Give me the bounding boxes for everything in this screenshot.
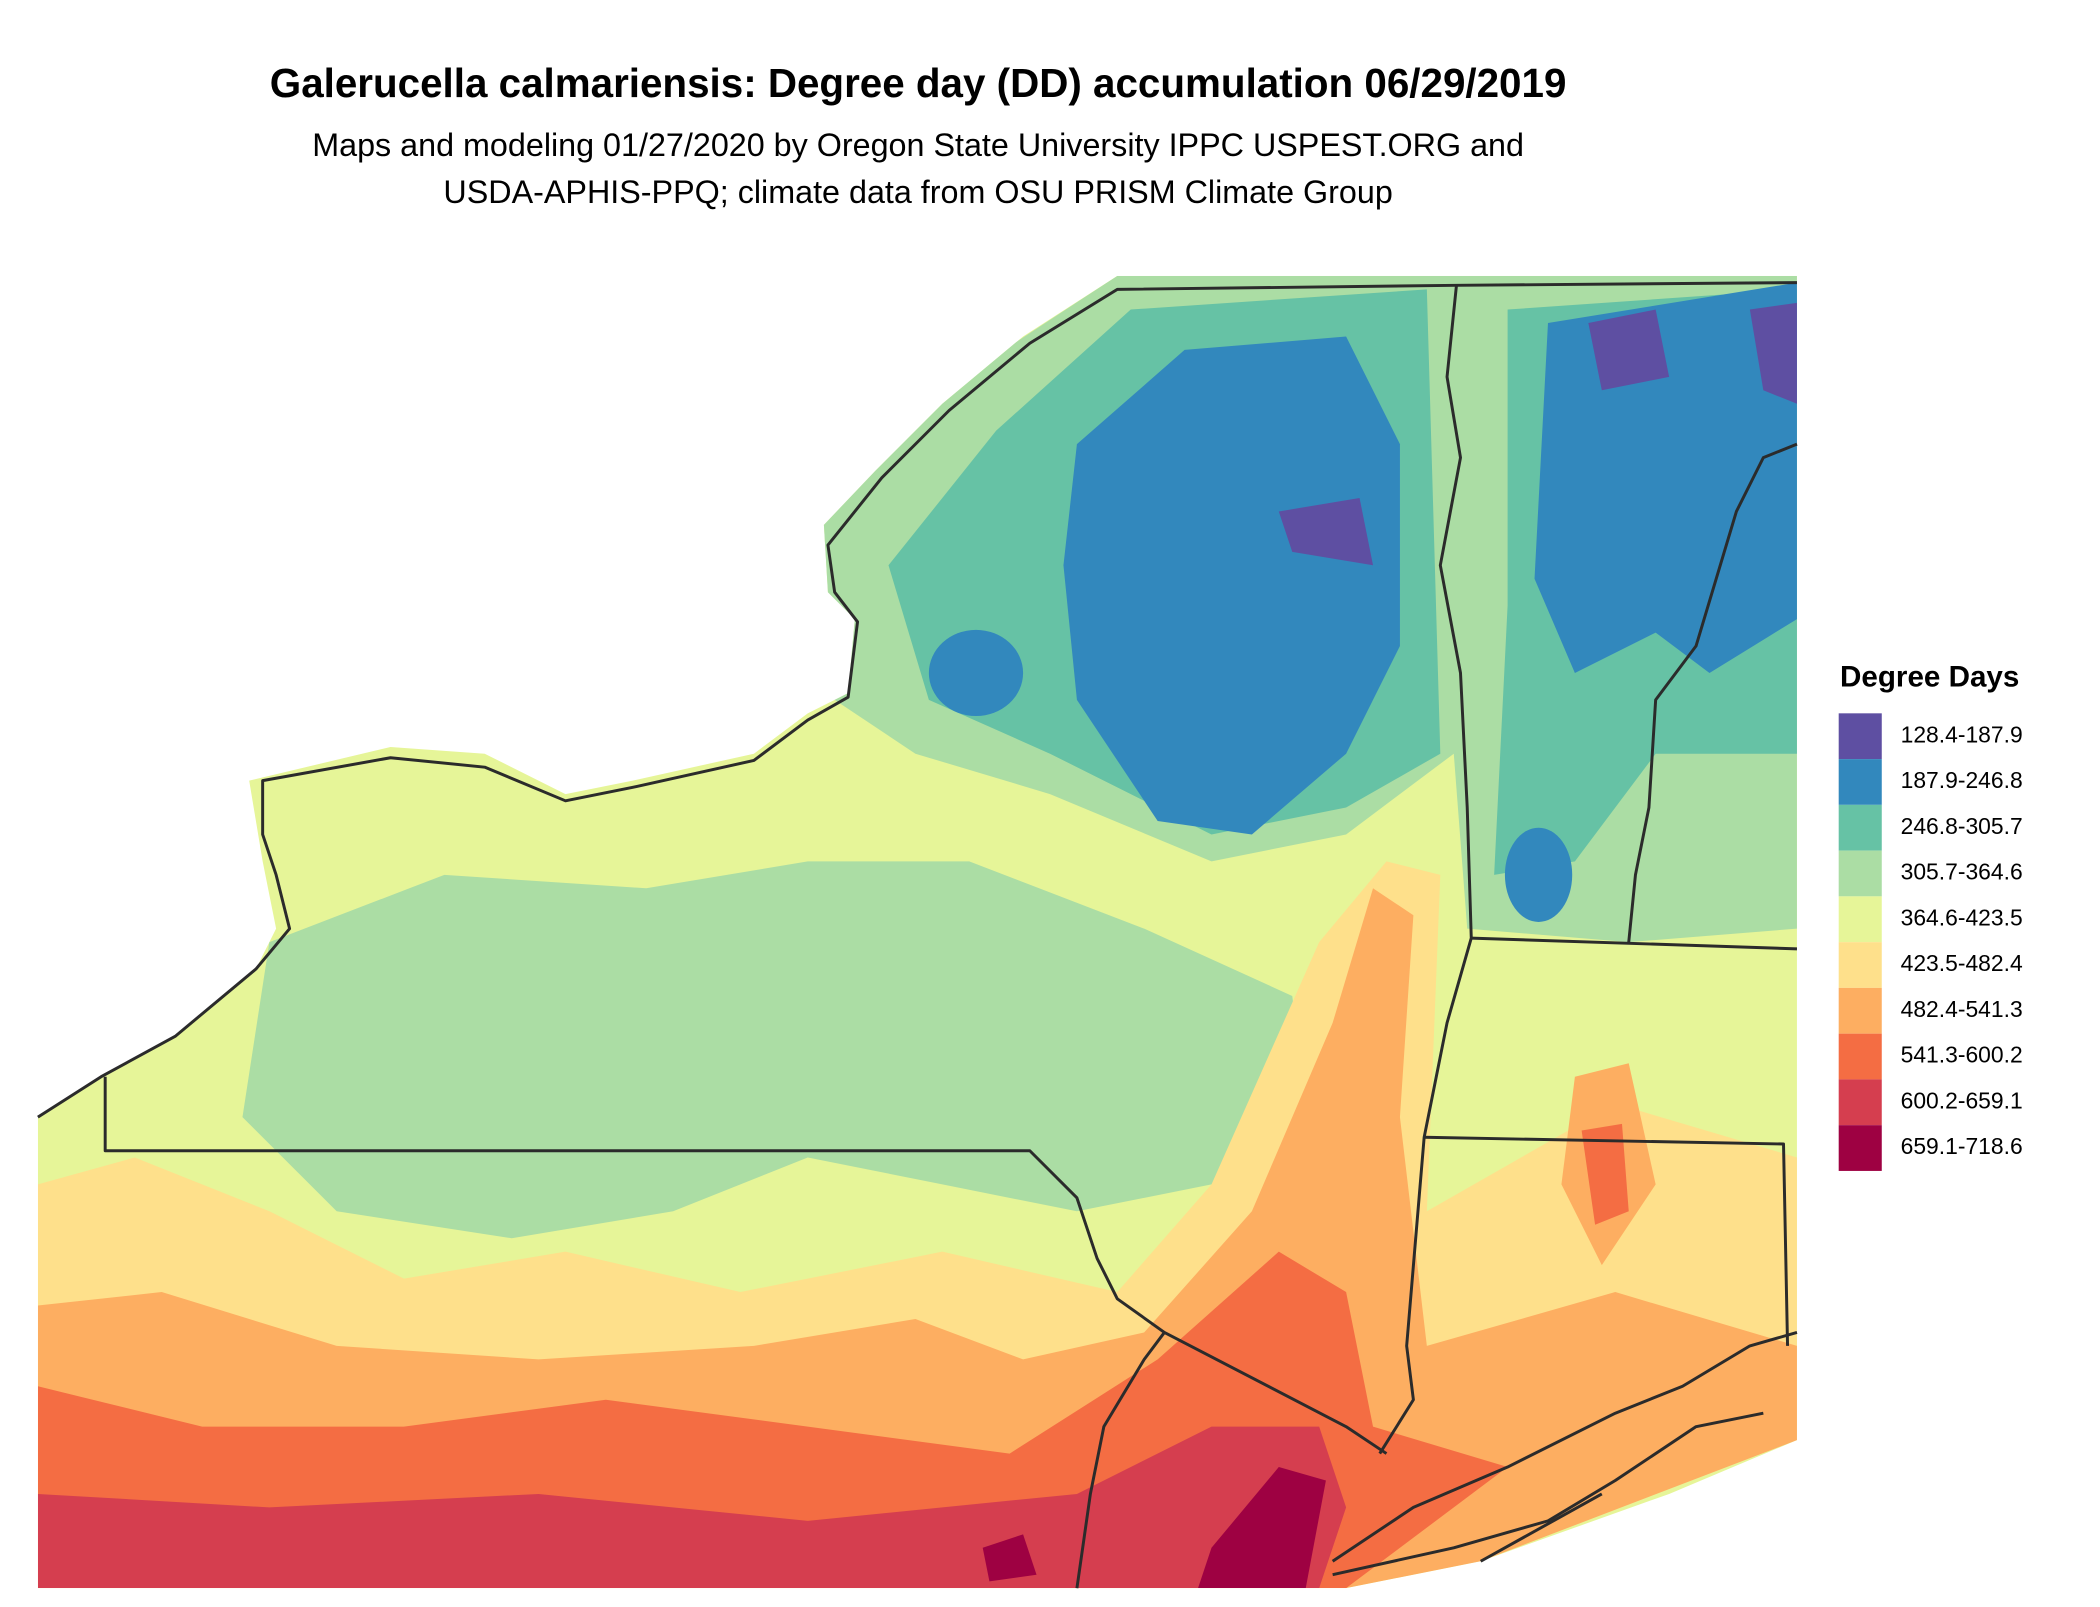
raster-map [37, 275, 1797, 1589]
zone [1581, 1123, 1629, 1225]
legend-swatch [1838, 942, 1882, 988]
legend-swatch [1838, 1033, 1882, 1080]
state-border [1471, 936, 1798, 951]
zone [1588, 309, 1670, 391]
state-border [1627, 442, 1798, 943]
state-border [103, 1076, 1388, 1455]
legend-label: 128.4-187.9 [1901, 721, 2023, 747]
state-border [1424, 1135, 1790, 1346]
legend-label: 541.3-600.2 [1901, 1042, 2023, 1068]
state-border [1378, 285, 1473, 1455]
legend-label: 246.8-305.7 [1901, 813, 2023, 839]
zone [1063, 336, 1400, 835]
zone [1504, 827, 1573, 922]
legend-swatch [1838, 1079, 1882, 1126]
zone [1749, 302, 1797, 404]
legend-label: 482.4-541.3 [1901, 996, 2023, 1022]
borders [37, 281, 1798, 1589]
title: Galerucella calmariensis: Degree day (DD… [270, 60, 1567, 106]
state-border [37, 281, 1797, 1119]
zone [982, 1534, 1037, 1582]
legend-title: Degree Days [1840, 660, 2019, 693]
legend-swatch [1838, 759, 1882, 805]
legend-label: 423.5-482.4 [1901, 950, 2023, 976]
zone [1198, 1467, 1326, 1589]
coast [1331, 1331, 1798, 1563]
legend-label: 659.1-718.6 [1901, 1133, 2023, 1159]
zone [1278, 497, 1374, 566]
legend-swatch [1838, 1125, 1882, 1171]
coast [1332, 1411, 1764, 1577]
legend-label: 187.9-246.8 [1901, 767, 2023, 793]
legend-swatch [1838, 850, 1882, 897]
legend-label: 600.2-659.1 [1901, 1087, 2023, 1113]
legend: 128.4-187.9 187.9-246.8 246.8-305.7 305.7-3… [1838, 713, 2023, 1171]
state-border [1075, 1331, 1166, 1589]
legend-swatch [1838, 804, 1882, 851]
legend-label: 364.6-423.5 [1901, 904, 2023, 930]
zone [242, 861, 1306, 1239]
zone [928, 629, 1024, 717]
legend-label: 305.7-364.6 [1901, 859, 2023, 885]
coast [1479, 1492, 1603, 1563]
legend-swatch [1838, 713, 1882, 760]
legend-swatch [1838, 987, 1882, 1034]
legend-swatch [1838, 896, 1882, 943]
subtitle: USDA-APHIS-PPQ; climate data from OSU PR… [443, 174, 1392, 210]
subtitle: Maps and modeling 01/27/2020 by Oregon S… [312, 127, 1524, 163]
